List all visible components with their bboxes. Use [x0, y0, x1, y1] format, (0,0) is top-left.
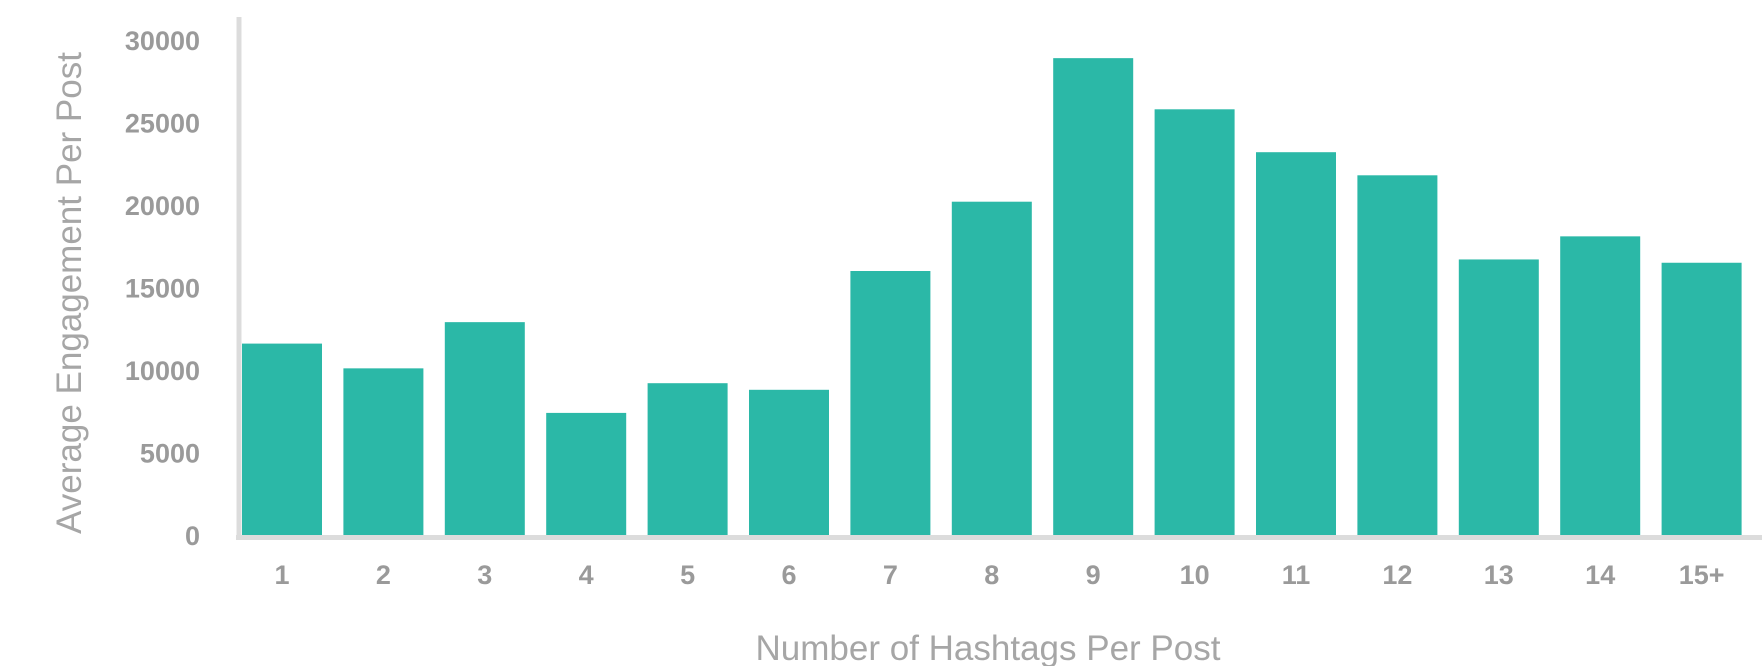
- bar: [1154, 109, 1235, 536]
- x-axis-title: Number of Hashtags Per Post: [756, 629, 1221, 666]
- x-tick-label: 2: [376, 560, 391, 590]
- bars: [242, 58, 1742, 536]
- bar: [1256, 152, 1336, 535]
- bar: [1053, 58, 1134, 536]
- x-axis-ticks: 1 2 3 4 5 6 7 8 9 10 11 12 13 14 15+: [274, 560, 1724, 590]
- bar: [343, 368, 424, 535]
- bar: [546, 412, 627, 535]
- bar: [647, 383, 728, 535]
- x-tick-label: 3: [477, 560, 492, 590]
- bar: [1357, 175, 1438, 536]
- x-tick-label: 14: [1585, 560, 1615, 590]
- bar: [1661, 262, 1742, 535]
- y-axis-title: Average Engagement Per Post: [50, 52, 89, 534]
- y-tick-label: 30000: [125, 26, 200, 56]
- bar: [951, 201, 1032, 535]
- x-tick-label: 1: [274, 560, 289, 590]
- x-tick-label: 11: [1282, 560, 1311, 590]
- x-tick-label: 5: [680, 560, 695, 590]
- bar: [242, 343, 322, 535]
- x-tick-label: 7: [883, 560, 898, 590]
- bar: [1458, 259, 1539, 535]
- y-tick-label: 15000: [125, 274, 200, 304]
- x-tick-label: 13: [1484, 560, 1514, 590]
- bar: [444, 322, 525, 535]
- x-tick-label: 8: [984, 560, 999, 590]
- x-tick-label: 12: [1382, 560, 1412, 590]
- bar: [850, 271, 931, 535]
- x-tick-label: 15+: [1679, 560, 1725, 590]
- x-tick-label: 9: [1086, 560, 1101, 590]
- x-tick-label: 6: [781, 560, 796, 590]
- y-axis-ticks: 0 5000 10000 15000 20000 25000 30000: [125, 26, 200, 551]
- y-tick-label: 20000: [125, 191, 200, 221]
- bar: [1560, 236, 1641, 535]
- y-tick-label: 25000: [125, 109, 200, 139]
- y-tick-label: 5000: [140, 439, 200, 469]
- x-tick-label: 10: [1180, 560, 1210, 590]
- y-tick-label: 0: [185, 521, 200, 551]
- y-tick-label: 10000: [125, 356, 200, 386]
- x-tick-label: 4: [579, 560, 594, 590]
- bar: [749, 389, 829, 535]
